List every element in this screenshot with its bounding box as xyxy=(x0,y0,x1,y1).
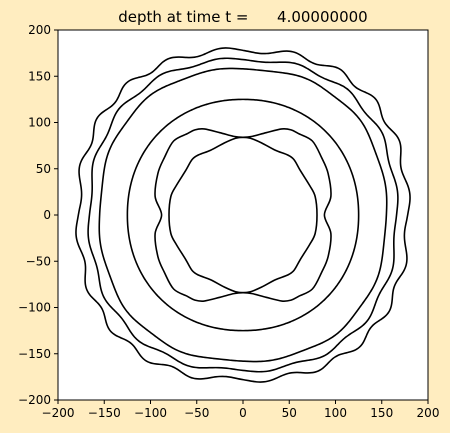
y-tick-label: −150 xyxy=(18,347,51,361)
x-axis: −200 −150 −100 −50 0 50 100 150 200 xyxy=(42,400,440,420)
y-tick-label: 100 xyxy=(28,116,51,130)
y-tick-label: 0 xyxy=(43,208,51,222)
contour-line-3 xyxy=(98,67,388,363)
x-tick-label: 50 xyxy=(282,406,297,420)
x-tick-label: −150 xyxy=(88,406,121,420)
y-tick-label: 200 xyxy=(28,23,51,37)
contour-line-1 xyxy=(75,47,411,383)
contour-line-5 xyxy=(154,128,332,302)
y-tick-label: −50 xyxy=(26,254,51,268)
x-tick-label: 0 xyxy=(239,406,247,420)
y-tick-label: 150 xyxy=(28,69,51,83)
x-tick-label: −100 xyxy=(134,406,167,420)
chart-title: depth at time t = 4.00000000 xyxy=(118,8,367,26)
y-tick-label: 50 xyxy=(36,162,51,176)
contour-line-4 xyxy=(126,98,360,332)
y-axis: −200 −150 −100 −50 0 50 100 150 200 xyxy=(18,23,58,407)
contour-lines xyxy=(75,47,411,383)
x-tick-label: 200 xyxy=(417,406,440,420)
x-tick-label: 150 xyxy=(370,406,393,420)
contour-line-2 xyxy=(87,57,399,373)
contour-line-6 xyxy=(168,136,318,294)
plot-area xyxy=(58,30,428,400)
x-tick-label: −200 xyxy=(42,406,75,420)
y-tick-label: −200 xyxy=(18,393,51,407)
y-tick-label: −100 xyxy=(18,301,51,315)
x-tick-label: −50 xyxy=(184,406,209,420)
x-tick-label: 100 xyxy=(324,406,347,420)
